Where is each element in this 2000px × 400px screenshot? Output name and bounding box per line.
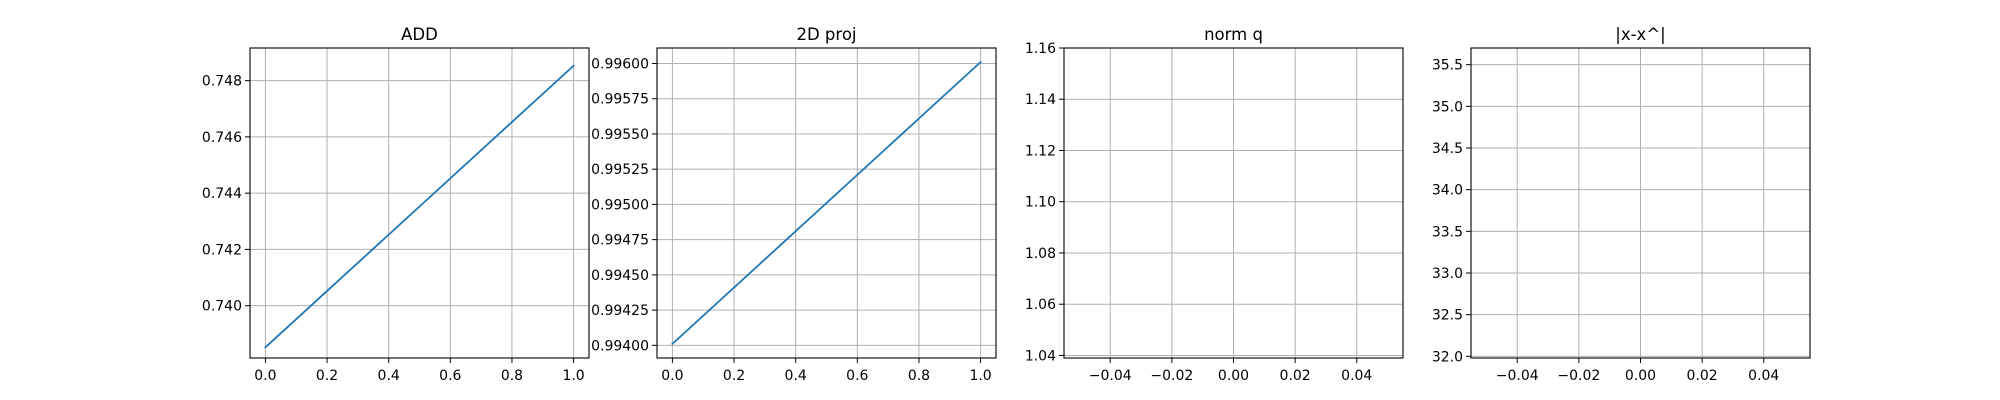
y-tick-label: 1.16 — [1025, 41, 1056, 57]
y-tick-label: 34.0 — [1432, 183, 1463, 199]
x-tick-label: 0.2 — [723, 368, 745, 384]
subplot-1: 0.0 0.2 0.4 0.6 0.8 1.0 0.740 0.742 0.744 0.746 0.… — [202, 25, 590, 384]
y-tick-label: 33.0 — [1432, 266, 1463, 282]
y-tick-label: 1.04 — [1025, 348, 1056, 364]
y-tick-label: 0.748 — [202, 74, 242, 90]
x-tick-label: 0.00 — [1625, 368, 1656, 384]
y-tick-label: 1.12 — [1025, 143, 1056, 159]
x-tick-label: 1.0 — [562, 368, 584, 384]
axes-frame — [249, 47, 590, 359]
subplot-title: |x-x^| — [1615, 25, 1665, 44]
y-tick-label: 0.99425 — [591, 303, 649, 319]
x-tick-label: 0.4 — [378, 368, 400, 384]
x-tick-label: 0.04 — [1341, 368, 1372, 384]
x-tick-label: 0.04 — [1748, 368, 1779, 384]
y-tick-label: 33.5 — [1432, 224, 1463, 240]
y-tick-label: 0.99400 — [591, 338, 649, 354]
y-tick-label: 1.10 — [1025, 195, 1056, 211]
x-tick-label: 0.2 — [316, 368, 338, 384]
x-tick-label: 0.4 — [785, 368, 807, 384]
x-tick-label: 0.02 — [1280, 368, 1311, 384]
y-tick-label: 0.742 — [202, 242, 242, 258]
subplot-title: 2D proj — [796, 25, 856, 44]
x-tick-label: 1.0 — [969, 368, 991, 384]
y-tick-label: 0.99500 — [591, 197, 649, 213]
y-tick-label: 0.740 — [202, 299, 242, 315]
x-tick-label: −0.04 — [1496, 368, 1539, 384]
x-tick-label: 0.8 — [501, 368, 523, 384]
x-tick-label: 0.0 — [661, 368, 683, 384]
y-tick-label: 0.99475 — [591, 233, 649, 249]
y-tick-label: 1.08 — [1025, 246, 1056, 262]
y-tick-label: 32.0 — [1432, 349, 1463, 365]
x-tick-label: 0.6 — [439, 368, 461, 384]
y-tick-label: 0.99450 — [591, 268, 649, 284]
y-tick-label: 1.14 — [1025, 92, 1056, 108]
y-tick-label: 0.99575 — [591, 92, 649, 108]
series-line — [671, 60, 982, 346]
y-tick-label: 0.99525 — [591, 162, 649, 178]
x-tick-label: 0.0 — [254, 368, 276, 384]
subplot-4: −0.04 −0.02 0.00 0.02 0.04 32.0 32.5 33.0 33.5 34… — [1432, 25, 1811, 384]
subplot-2: 0.0 0.2 0.4 0.6 0.8 1.0 0.99400 0.99425 0.99450 0… — [591, 25, 997, 384]
y-tick-label: 0.746 — [202, 130, 242, 146]
x-tick-label: 0.00 — [1218, 368, 1249, 384]
subplot-title: norm q — [1204, 25, 1263, 44]
x-tick-label: −0.02 — [1557, 368, 1600, 384]
y-tick-label: 35.0 — [1432, 99, 1463, 115]
y-tick-label: 0.744 — [202, 186, 242, 202]
y-tick-label: 0.99550 — [591, 127, 649, 143]
y-tick-label: 34.5 — [1432, 141, 1463, 157]
y-tick-label: 1.06 — [1025, 297, 1056, 313]
x-tick-label: −0.02 — [1150, 368, 1193, 384]
subplot-title: ADD — [401, 25, 438, 44]
axes-frame — [656, 47, 997, 359]
y-tick-label: 32.5 — [1432, 308, 1463, 324]
y-tick-label: 0.99600 — [591, 57, 649, 73]
series-line — [264, 64, 575, 349]
subplot-3: −0.04 −0.02 0.00 0.02 0.04 1.04 1.06 1.08 1.10 1.… — [1025, 25, 1404, 384]
x-tick-label: 0.8 — [908, 368, 930, 384]
x-tick-label: 0.02 — [1687, 368, 1718, 384]
x-tick-label: −0.04 — [1089, 368, 1132, 384]
x-tick-label: 0.6 — [846, 368, 868, 384]
y-tick-label: 35.5 — [1432, 58, 1463, 74]
